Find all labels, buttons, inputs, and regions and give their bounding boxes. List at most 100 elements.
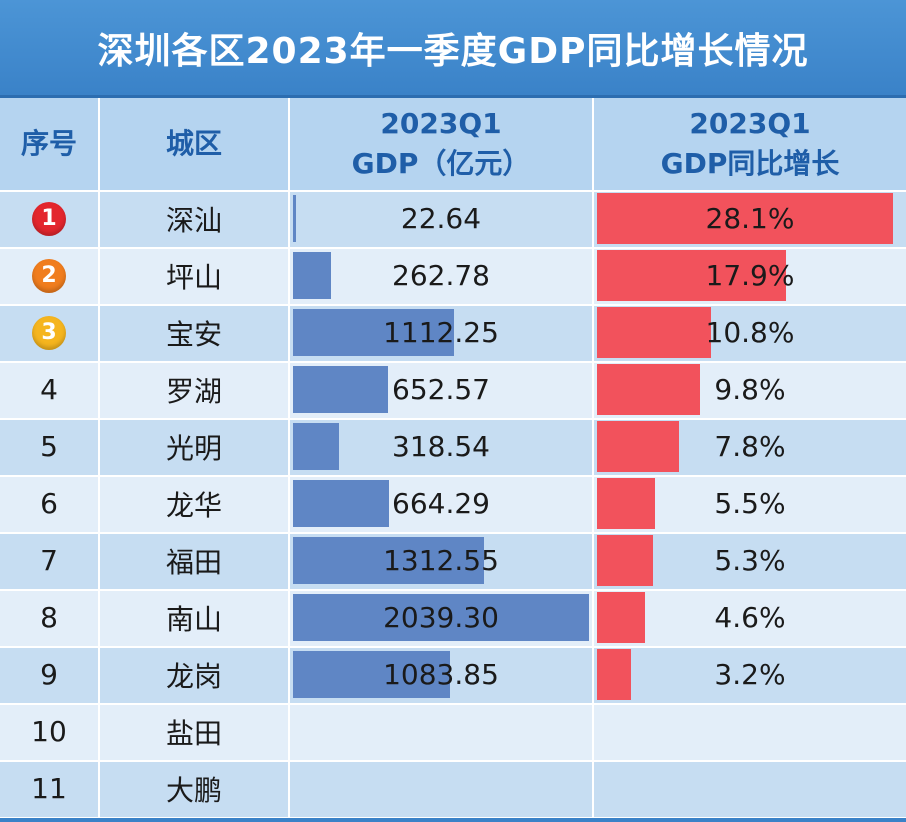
row-index: 10 [31, 715, 67, 748]
district-cell: 光明 [100, 418, 290, 475]
chart-title: 深圳各区2023年一季度GDP同比增长情况 [97, 30, 809, 72]
district-name: 坪山 [165, 260, 222, 294]
table-row: 7 福田 1312.55 5.3% [0, 532, 906, 589]
growth-bar [597, 592, 646, 643]
row-index-cell: 10 [0, 703, 100, 760]
growth-cell: 3.2% [594, 646, 906, 703]
growth-value-label: 7.8% [714, 430, 786, 463]
row-divider [0, 304, 906, 306]
header-index: 序号 [0, 98, 100, 190]
row-index-cell: 3 [0, 304, 100, 361]
gdp-value-label: 664.29 [392, 487, 490, 520]
growth-bar [597, 649, 631, 700]
gdp-bar [293, 309, 455, 356]
district-name: 龙岗 [165, 659, 222, 693]
growth-bar [597, 421, 680, 472]
gdp-bar [293, 423, 340, 470]
gdp-cell: 1312.55 [290, 532, 594, 589]
district-cell: 坪山 [100, 247, 290, 304]
gdp-cell: 664.29 [290, 475, 594, 532]
row-index: 5 [40, 430, 58, 463]
row-index: 11 [31, 772, 67, 805]
gdp-bar [293, 366, 388, 413]
gdp-cell [290, 760, 594, 817]
gdp-cell [290, 703, 594, 760]
row-divider [0, 760, 906, 762]
district-cell: 南山 [100, 589, 290, 646]
district-name: 罗湖 [165, 374, 222, 408]
header-growth: 2023Q1 GDP同比增长 [594, 98, 906, 190]
growth-cell [594, 760, 906, 817]
row-index-cell: 2 [0, 247, 100, 304]
growth-value-label: 5.3% [714, 544, 786, 577]
growth-bar [597, 250, 786, 301]
district-cell: 盐田 [100, 703, 290, 760]
data-table: 序号 城区 2023Q1 GDP（亿元） 2023Q1 GDP同比增长 1 深汕 2… [0, 98, 906, 822]
gdp-value-label: 2039.30 [383, 601, 499, 634]
table-row: 10 盐田 [0, 703, 906, 760]
row-divider [0, 247, 906, 249]
growth-bar [597, 364, 701, 415]
header-gdp-line1: 2023Q1 [380, 107, 502, 140]
growth-cell: 17.9% [594, 247, 906, 304]
district-name: 光明 [165, 431, 222, 465]
district-name: 龙华 [165, 488, 222, 522]
gdp-bar [293, 537, 484, 584]
row-index-cell: 5 [0, 418, 100, 475]
rank-badge-icon: 1 [32, 201, 66, 236]
header-district-label: 城区 [165, 127, 222, 160]
district-name: 盐田 [165, 716, 222, 750]
row-divider [0, 418, 906, 420]
row-index-cell: 4 [0, 361, 100, 418]
row-index: 8 [40, 601, 58, 634]
row-divider [0, 589, 906, 591]
growth-cell: 5.3% [594, 532, 906, 589]
header-growth-line1: 2023Q1 [689, 107, 811, 140]
row-divider [0, 703, 906, 705]
header-index-label: 序号 [20, 127, 77, 160]
growth-cell: 10.8% [594, 304, 906, 361]
gdp-value-label: 262.78 [392, 259, 490, 292]
gdp-value-label: 1083.85 [383, 658, 499, 691]
bottom-bar [0, 818, 906, 822]
row-index-cell: 8 [0, 589, 100, 646]
growth-cell: 5.5% [594, 475, 906, 532]
row-index-cell: 1 [0, 190, 100, 247]
district-cell: 深汕 [100, 190, 290, 247]
row-index-cell: 6 [0, 475, 100, 532]
table-row: 1 深汕 22.64 28.1% [0, 190, 906, 247]
district-cell: 福田 [100, 532, 290, 589]
table-row: 2 坪山 262.78 17.9% [0, 247, 906, 304]
gdp-bar [293, 594, 589, 641]
table-row: 9 龙岗 1083.85 3.2% [0, 646, 906, 703]
header-growth-line2: GDP同比增长 [660, 147, 840, 180]
district-cell: 龙岗 [100, 646, 290, 703]
row-index-cell: 9 [0, 646, 100, 703]
growth-value-label: 28.1% [705, 202, 795, 235]
gdp-value-label: 1112.25 [383, 316, 499, 349]
district-name: 南山 [165, 602, 222, 636]
table-row: 4 罗湖 652.57 9.8% [0, 361, 906, 418]
growth-bar [597, 307, 711, 358]
header-gdp: 2023Q1 GDP（亿元） [290, 98, 594, 190]
district-name: 深汕 [165, 203, 222, 237]
row-index-cell: 7 [0, 532, 100, 589]
gdp-value-label: 22.64 [400, 202, 482, 235]
district-name: 大鹏 [165, 773, 222, 807]
rank-badge-icon: 3 [32, 315, 66, 350]
header-gdp-line2: GDP（亿元） [351, 147, 531, 180]
row-index-cell: 11 [0, 760, 100, 817]
table-row: 8 南山 2039.30 4.6% [0, 589, 906, 646]
header-district: 城区 [100, 98, 290, 190]
district-cell: 龙华 [100, 475, 290, 532]
district-cell: 宝安 [100, 304, 290, 361]
growth-bar [597, 535, 653, 586]
growth-value-label: 9.8% [714, 373, 786, 406]
gdp-cell: 318.54 [290, 418, 594, 475]
growth-value-label: 4.6% [714, 601, 786, 634]
gdp-cell: 262.78 [290, 247, 594, 304]
gdp-bar [293, 252, 332, 299]
growth-cell: 28.1% [594, 190, 906, 247]
gdp-cell: 652.57 [290, 361, 594, 418]
row-index: 7 [40, 544, 58, 577]
